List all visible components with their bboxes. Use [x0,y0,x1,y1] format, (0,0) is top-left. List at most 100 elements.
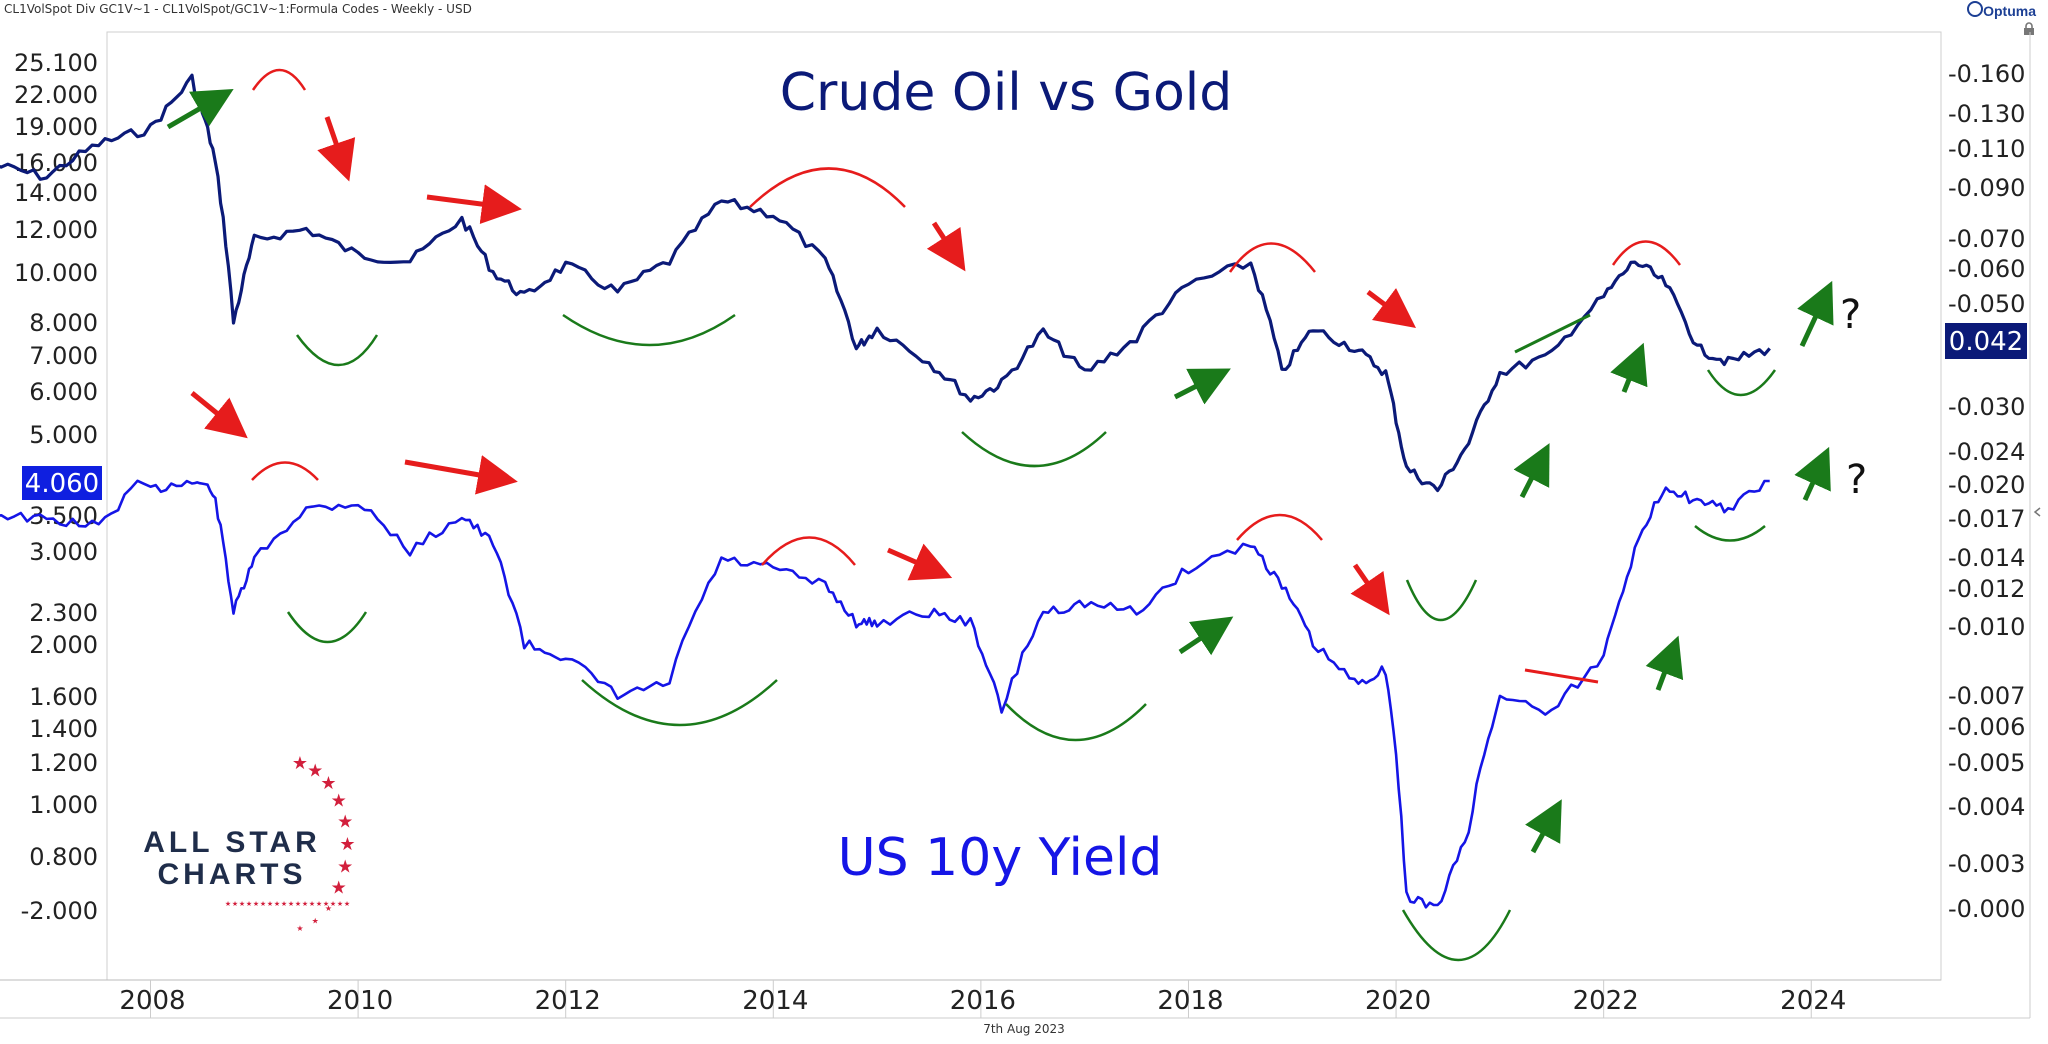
question-mark: ? [1840,292,1861,338]
top-arc [1236,513,1323,541]
right-tick-label: -0.160 [1948,60,2025,88]
series-line-us-10y-yield [0,479,1770,909]
x-tick-label: 2012 [535,986,601,1016]
x-tick-label: 2024 [1780,986,1846,1016]
y-tick-label: 25.100 [14,49,98,77]
crude-gold-title: Crude Oil vs Gold [780,63,1233,123]
trend-line-green [1514,313,1591,354]
bottom-arc [1694,525,1766,542]
x-tick-label: 2018 [1157,986,1223,1016]
right-tick-label: -0.090 [1948,174,2025,202]
annotation-arcs [251,68,1777,962]
question-mark: ? [1846,457,1867,503]
optuma-logo-icon [1967,1,1984,17]
y-tick-label: 1.600 [29,683,98,711]
chart-header-title: CL1VolSpot Div GC1V~1 - CL1VolSpot/GC1V~… [4,2,472,16]
y-tick-label: 6.000 [29,378,98,406]
all-star-charts-logo: ★ ★★★★★★★★★★★ ★ ★ ★ ★ ★ ★ ★ ★ ★ ★ ★ ★ ★ ★ ★ ★ ★ ALL STAR C… [143,753,355,933]
right-tick-label: -0.030 [1948,393,2025,421]
right-tick-label: -0.017 [1948,505,2025,533]
logo-star: ★ [331,878,347,899]
series-points-us-10y-yield [46,480,1770,909]
down-arrow [404,455,518,495]
y-tick-label: 12.000 [14,216,98,244]
series-line-crude-oil-vs-gold [0,73,1771,493]
logo-star: ★ [337,811,353,832]
logo-star: ★ [307,760,323,781]
logo-star: ★ [239,900,245,908]
bottom-arc [1005,703,1147,742]
series-points-crude-oil-vs-gold [46,78,1770,490]
logo-star: ★ [302,900,308,908]
logo-star: ★ [337,900,343,908]
bottom-arc [581,679,778,727]
top-arc [1611,240,1682,266]
bottom-arc [1706,369,1777,397]
optuma-brand: Optuma [1967,1,2036,19]
logo-star: ★ [232,900,238,908]
logo-star: ★ [295,900,301,908]
x-axis: 2008 2010 2012 2014 2016 2018 2020 2022 2024 [119,980,1846,1018]
up-arrow [166,88,234,130]
down-arrow [426,184,522,224]
left-value-badge-label: 4.060 [25,469,99,499]
right-tick-label: -0.004 [1948,793,2025,821]
brand-label: Optuma [1983,3,2036,19]
logo-star: ★ [274,900,280,908]
logo-star: ★ [296,924,303,933]
right-tick-label: -0.020 [1948,471,2025,499]
right-value-badge: 0.042 [1945,323,2027,359]
y-tick-label: 10.000 [14,259,98,287]
up-arrow [1645,635,1684,691]
lock-icon[interactable] [2022,22,2036,36]
y-tick-label: 22.000 [14,81,98,109]
logo-star: ★ [267,900,273,908]
right-tick-label: -0.130 [1948,100,2025,128]
logo-star: ★ [292,753,308,774]
y-tick-label: 1.400 [29,715,98,743]
right-tick-label: -0.005 [1948,749,2025,777]
up-arrow [1794,446,1831,502]
down-arrow [1350,563,1390,616]
x-tick-label: 2010 [327,986,393,1016]
y-tick-label: 0.800 [29,843,98,871]
y-tick-label: 2.000 [29,631,98,659]
right-tick-label: -0.060 [1948,255,2025,283]
logo-stars-icon: ★ ★★★★★★★★★★★ ★ ★ ★ ★ ★ ★ ★ ★ ★ ★ ★ ★ ★ ★ ★ ★ ★ [225,753,356,933]
right-tick-label: -0.110 [1948,135,2025,163]
bottom-arc [562,313,736,347]
logo-star: ★ [337,857,353,878]
right-tick-label: -0.070 [1948,225,2025,253]
down-arrow [1366,288,1416,328]
right-tick-label: -0.012 [1948,575,2025,603]
y-tick-label: 14.000 [14,179,98,207]
down-arrow [190,391,248,439]
right-tick-label: -0.014 [1948,544,2025,572]
logo-star: ★ [316,900,322,908]
logo-star: ★ [309,900,315,908]
down-arrow [887,543,953,581]
logo-star: ★ [339,834,355,855]
right-value-badge-label: 0.042 [1949,327,2023,357]
y-tick-label: 3.000 [29,538,98,566]
trend-line-red [1524,668,1599,684]
logo-star: ★ [281,900,287,908]
right-tick-label: -0.007 [1948,682,2025,710]
x-tick-label: 2014 [742,986,808,1016]
logo-star: ★ [253,900,259,908]
logo-star: ★ [225,900,231,908]
yield-title: US 10y Yield [838,828,1163,888]
logo-star: ★ [246,900,252,908]
top-arc [251,461,319,481]
top-arc [1228,242,1316,273]
y-tick-label: 1.200 [29,749,98,777]
right-axis: -0.160 -0.130 -0.110 -0.090 -0.070-0.060 -0.0… [1948,60,2025,923]
down-arrow [926,221,966,272]
logo-star: ★ [312,917,319,926]
logo-star: ★ [260,900,266,908]
chart-date: 7th Aug 2023 [983,1022,1065,1036]
x-tick-label: 2022 [1573,986,1639,1016]
logo-star: ★ [344,900,350,908]
collapse-arrow-icon[interactable] [2033,507,2041,517]
